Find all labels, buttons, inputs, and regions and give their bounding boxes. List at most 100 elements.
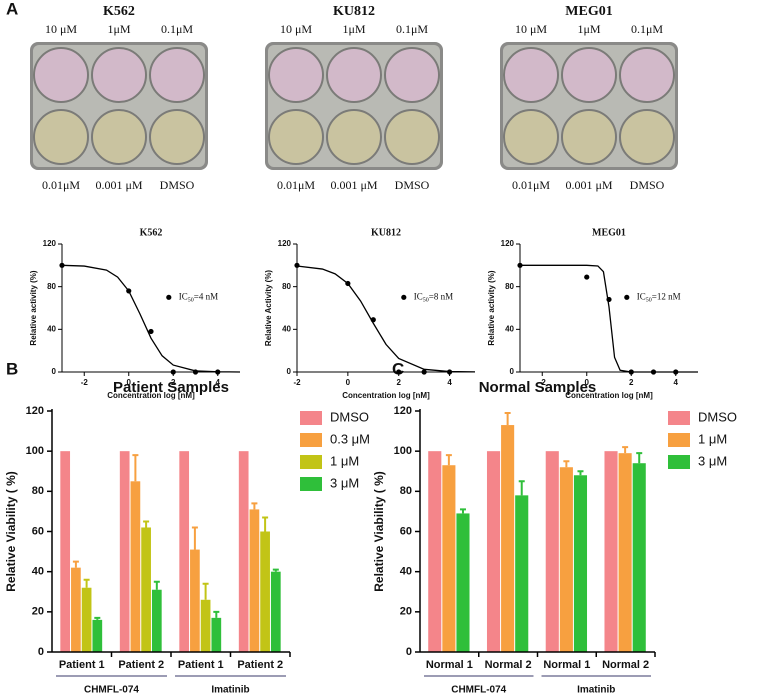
y-tick-label: 60 bbox=[32, 525, 44, 537]
panel-label: A bbox=[6, 0, 18, 18]
x-tick-label: 0 bbox=[127, 378, 132, 387]
error-bar bbox=[83, 578, 90, 588]
x-tick-label: Patient 2 bbox=[237, 659, 283, 671]
annotation-part: =4 nM bbox=[194, 291, 218, 301]
x-tick-label: 4 bbox=[216, 378, 221, 387]
data-point bbox=[584, 274, 590, 280]
x-tick-label: 0 bbox=[585, 378, 590, 387]
x-tick-label: Normal 2 bbox=[485, 659, 532, 671]
x-axis-label: Concentration log [nM] bbox=[342, 391, 430, 400]
data-point bbox=[192, 369, 199, 375]
x-tick-label: Patient 2 bbox=[118, 659, 164, 671]
well bbox=[384, 109, 440, 165]
legend-swatch bbox=[668, 411, 690, 425]
data-point bbox=[446, 369, 453, 375]
data-point bbox=[606, 296, 612, 303]
legend-label: 3 μM bbox=[698, 453, 727, 468]
well-label: 0.1μM bbox=[396, 22, 428, 36]
chart-title: KU812 bbox=[371, 227, 401, 238]
panel-label: C bbox=[392, 359, 404, 378]
group-label: Imatinib bbox=[577, 685, 615, 696]
x-tick-label: Normal 1 bbox=[543, 659, 590, 671]
well-label: 1μM bbox=[107, 22, 130, 36]
x-tick-label: 0 bbox=[346, 378, 351, 387]
y-tick-label: 40 bbox=[400, 566, 412, 578]
error-bar bbox=[636, 452, 643, 464]
data-point bbox=[170, 369, 176, 375]
plate-title: MEG01 bbox=[565, 4, 612, 19]
bar bbox=[260, 531, 270, 652]
well-label: DMSO bbox=[395, 178, 430, 192]
group-label: CHMFL-074 bbox=[451, 685, 506, 696]
legend-marker bbox=[624, 294, 630, 300]
legend-marker bbox=[401, 294, 407, 300]
data-point bbox=[345, 280, 351, 287]
bar bbox=[179, 451, 190, 652]
plate-title: KU812 bbox=[333, 4, 375, 19]
error-bar bbox=[213, 610, 220, 618]
x-tick-label: Normal 2 bbox=[602, 659, 649, 671]
data-point bbox=[650, 369, 657, 375]
well bbox=[384, 47, 440, 103]
bar bbox=[515, 495, 529, 652]
well-label: 0.1μM bbox=[161, 22, 193, 36]
data-point bbox=[396, 369, 402, 375]
well bbox=[149, 47, 205, 103]
data-point bbox=[421, 369, 427, 375]
well bbox=[149, 109, 205, 165]
bar bbox=[632, 463, 646, 652]
legend-label: 0.3 μM bbox=[330, 431, 370, 446]
annotation-sub: 50 bbox=[423, 298, 429, 304]
annotation-part: IC bbox=[179, 291, 188, 301]
data-point bbox=[215, 369, 221, 375]
bar bbox=[151, 589, 162, 652]
y-tick-label: 100 bbox=[26, 445, 44, 457]
error-bar bbox=[143, 520, 150, 528]
bar bbox=[270, 571, 281, 652]
legend-label: DMSO bbox=[698, 409, 737, 424]
well-label: 10 μM bbox=[280, 22, 312, 36]
bar bbox=[71, 567, 81, 652]
legend-marker bbox=[166, 294, 172, 300]
well bbox=[619, 109, 675, 165]
annotation: IC50=8 nM bbox=[414, 291, 453, 303]
annotation: IC50=4 nM bbox=[179, 291, 218, 303]
annotation-sub: 50 bbox=[188, 298, 194, 304]
well bbox=[503, 109, 559, 165]
y-tick-label: 0 bbox=[406, 646, 412, 658]
y-tick-label: 80 bbox=[505, 282, 514, 291]
error-bar bbox=[262, 516, 269, 532]
bar bbox=[618, 453, 632, 652]
data-point bbox=[126, 288, 132, 294]
data-point bbox=[148, 328, 154, 335]
well-label: 0.1μM bbox=[631, 22, 663, 36]
bar bbox=[60, 451, 71, 652]
error-bar bbox=[272, 568, 279, 572]
well bbox=[561, 47, 617, 103]
y-tick-label: 120 bbox=[26, 405, 44, 417]
bar bbox=[428, 451, 442, 652]
data-point bbox=[517, 262, 523, 268]
error-bar bbox=[72, 560, 79, 568]
well-label: 10 μM bbox=[45, 22, 77, 36]
y-tick-label: 80 bbox=[282, 282, 291, 291]
annotation-part: =8 nM bbox=[429, 291, 453, 301]
well bbox=[561, 109, 617, 165]
bar bbox=[200, 599, 211, 652]
group-label: CHMFL-074 bbox=[84, 685, 139, 696]
bar bbox=[141, 527, 151, 652]
y-axis-label: Relative Viability ( %) bbox=[372, 471, 386, 592]
y-tick-label: 40 bbox=[282, 324, 291, 333]
well-label: 0.01μM bbox=[512, 178, 550, 192]
well-label: 0.001 μM bbox=[330, 178, 377, 192]
bar bbox=[501, 425, 515, 652]
well bbox=[619, 47, 675, 103]
x-axis-label: Concentration log [nM] bbox=[107, 391, 195, 400]
bar bbox=[604, 451, 618, 652]
bar bbox=[442, 465, 456, 652]
panel-label: B bbox=[6, 359, 18, 378]
annotation-part: IC bbox=[637, 291, 646, 301]
y-tick-label: 40 bbox=[505, 324, 514, 333]
well-label: DMSO bbox=[160, 178, 195, 192]
well bbox=[326, 47, 382, 103]
